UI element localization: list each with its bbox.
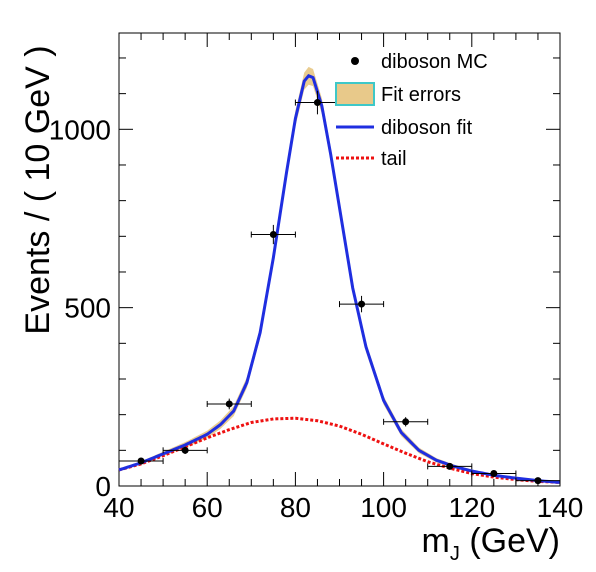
mc-point [313,99,321,107]
x-axis-title-unit: (GeV) [460,522,560,560]
mc-point [137,457,145,465]
y-tick-label: 500 [64,293,111,324]
x-axis-title-main: m [422,522,450,560]
mc-point-group [162,446,208,454]
mc-point [269,231,277,239]
legend-fit-label: diboson fit [381,117,473,139]
mc-point [402,418,410,426]
fit-curve-layer [118,73,561,484]
mc-point-group [339,295,385,313]
mc-point [490,470,498,478]
y-axis-title: Events / ( 10 GeV ) [19,45,57,334]
x-axis-title-subscript: J [450,543,460,565]
mc-point [181,446,189,454]
legend: diboson MC Fit errors diboson fit tail [335,51,488,170]
mc-point-group [471,470,517,478]
x-tick-label: 140 [537,492,584,523]
fit-curve [118,73,561,484]
x-tick-label: 100 [360,492,407,523]
tail-curve [118,416,561,484]
x-tick-label: 60 [192,492,223,523]
y-tick-label: 1000 [49,114,111,145]
legend-errors-label: Fit errors [381,84,461,106]
mc-point-group [427,462,473,470]
mc-point-group [383,417,429,427]
x-tick-label: 80 [280,492,311,523]
legend-mc-marker [351,57,359,65]
mc-point [225,400,233,408]
x-axis-title: mJ (GeV) [422,522,560,565]
mc-points-layer [118,90,561,485]
mc-point-group [118,457,164,465]
x-tick-label: 120 [448,492,495,523]
fit-errors-band [119,66,560,484]
legend-mc-label: diboson MC [381,51,488,73]
x-tick-label: 40 [103,492,134,523]
legend-tail-label: tail [381,148,407,170]
mc-point-group [250,224,296,245]
legend-errors-swatch [335,82,375,106]
mc-point [446,462,454,470]
fit-errors-band-layer [119,66,560,484]
axes-layer: 40 60 80 100 120 140 0 500 1000 [49,33,584,523]
mc-point [358,300,366,308]
mc-point-group [206,398,252,410]
y-tick-label: 0 [95,471,111,502]
tail-curve-layer [118,416,561,484]
